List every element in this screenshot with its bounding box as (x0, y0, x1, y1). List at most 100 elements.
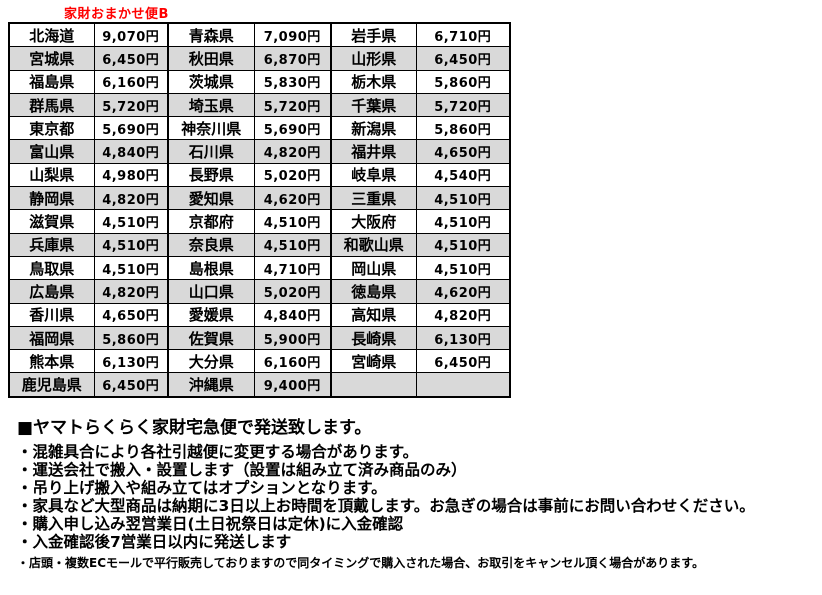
prefecture-cell: 鹿児島県 (8, 372, 95, 398)
table-row: 山梨県 4,980円 長野県 5,020円 岐阜県 4,540円 (8, 162, 511, 188)
prefecture-cell: 東京都 (8, 116, 95, 141)
price-cell: 6,450円 (415, 46, 511, 71)
prefecture-cell: 山形県 (330, 46, 417, 71)
table-row: 東京都 5,690円 神奈川県 5,690円 新潟県 5,860円 (8, 116, 511, 141)
price-cell: 9,070円 (93, 22, 169, 48)
shipping-fee-table: 北海道 9,070円 青森県 7,090円 岩手県 6,710円 宮城県 6,450円 秋田県 6… (8, 22, 511, 398)
table-row: 香川県 4,650円 愛媛県 4,840円 高知県 4,820円 (8, 302, 511, 327)
prefecture-cell: 静岡県 (8, 186, 95, 211)
prefecture-cell: 神奈川県 (167, 116, 255, 141)
price-cell: 5,860円 (93, 325, 169, 351)
prefecture-cell: 大阪府 (330, 209, 417, 234)
price-cell: 4,510円 (415, 255, 511, 281)
shipping-table-title: 家財おまかせ便B (64, 7, 169, 22)
price-cell: 5,860円 (415, 69, 511, 94)
price-cell: 6,450円 (93, 46, 169, 71)
price-cell: 4,510円 (93, 255, 169, 281)
prefecture-cell: 香川県 (8, 302, 95, 327)
price-cell: 6,450円 (93, 372, 169, 398)
prefecture-cell: 埼玉県 (167, 92, 255, 118)
shipping-notes-heading: ■ヤマトらくらく家財宅急便で発送致します。 (17, 418, 372, 438)
price-cell: 4,510円 (253, 209, 332, 234)
prefecture-cell: 島根県 (167, 255, 255, 281)
price-cell: 4,510円 (93, 209, 169, 234)
prefecture-cell: 沖縄県 (167, 372, 255, 398)
price-cell: 5,860円 (415, 116, 511, 141)
price-cell: 6,160円 (253, 349, 332, 374)
price-cell: 4,510円 (93, 232, 169, 257)
prefecture-cell: 愛媛県 (167, 302, 255, 327)
price-cell: 7,090円 (253, 22, 332, 48)
prefecture-cell: 鳥取県 (8, 255, 95, 281)
price-cell: 5,020円 (253, 279, 332, 304)
prefecture-cell: 熊本県 (8, 349, 95, 374)
prefecture-cell: 福島県 (8, 69, 95, 94)
prefecture-cell: 長崎県 (330, 325, 417, 351)
price-cell: 9,400円 (253, 372, 332, 398)
prefecture-cell: 広島県 (8, 279, 95, 304)
prefecture-cell: 岐阜県 (330, 162, 417, 188)
prefecture-cell: 岡山県 (330, 255, 417, 281)
price-cell: 5,720円 (415, 92, 511, 118)
prefecture-cell: 新潟県 (330, 116, 417, 141)
price-cell: 4,820円 (93, 186, 169, 211)
table-row: 熊本県 6,130円 大分県 6,160円 宮崎県 6,450円 (8, 349, 511, 374)
price-cell: 4,620円 (253, 186, 332, 211)
prefecture-cell: 兵庫県 (8, 232, 95, 257)
shipping-notes-list: ・混雑具合により各社引越便に変更する場合があります。 ・運送会社で搬入・設置します… (17, 443, 755, 551)
table-row: 鳥取県 4,510円 島根県 4,710円 岡山県 4,510円 (8, 255, 511, 281)
price-cell: 4,840円 (253, 302, 332, 327)
price-cell: 6,130円 (415, 325, 511, 351)
price-cell: 5,020円 (253, 162, 332, 188)
note-item: ・吊り上げ搬入や組み立てはオプションとなります。 (17, 479, 387, 497)
price-cell: 4,540円 (415, 162, 511, 188)
table-row: 滋賀県 4,510円 京都府 4,510円 大阪府 4,510円 (8, 209, 511, 234)
price-cell: 5,690円 (253, 116, 332, 141)
price-cell: 5,720円 (253, 92, 332, 118)
prefecture-cell: 京都府 (167, 209, 255, 234)
note-item: ・運送会社で搬入・設置します（設置は組み立て済み商品のみ） (17, 461, 467, 479)
price-cell: 6,870円 (253, 46, 332, 71)
prefecture-cell: 栃木県 (330, 69, 417, 94)
prefecture-cell: 奈良県 (167, 232, 255, 257)
price-cell: 4,510円 (415, 232, 511, 257)
price-cell: 4,980円 (93, 162, 169, 188)
price-cell: 4,510円 (415, 209, 511, 234)
shipping-fee-table-body: 北海道 9,070円 青森県 7,090円 岩手県 6,710円 宮城県 6,450円 秋田県 6… (8, 22, 511, 398)
price-cell: 5,690円 (93, 116, 169, 141)
price-cell: 4,650円 (415, 139, 511, 164)
prefecture-cell: 山梨県 (8, 162, 95, 188)
prefecture-cell: 茨城県 (167, 69, 255, 94)
price-cell: 4,820円 (415, 302, 511, 327)
table-row: 群馬県 5,720円 埼玉県 5,720円 千葉県 5,720円 (8, 92, 511, 118)
table-row: 北海道 9,070円 青森県 7,090円 岩手県 6,710円 (8, 22, 511, 48)
price-cell: 4,840円 (93, 139, 169, 164)
price-cell: 4,620円 (415, 279, 511, 304)
prefecture-cell: 滋賀県 (8, 209, 95, 234)
prefecture-cell: 北海道 (8, 22, 95, 48)
table-row: 広島県 4,820円 山口県 5,020円 徳島県 4,620円 (8, 279, 511, 304)
price-cell: 4,710円 (253, 255, 332, 281)
prefecture-cell: 三重県 (330, 186, 417, 211)
prefecture-cell: 千葉県 (330, 92, 417, 118)
price-cell (415, 372, 511, 398)
price-cell: 6,710円 (415, 22, 511, 48)
note-item: ・購入申し込み翌営業日(土日祝祭日は定休)に入金確認 (17, 515, 404, 533)
price-cell: 5,720円 (93, 92, 169, 118)
note-item: ・入金確認後7営業日以内に発送します (17, 533, 292, 551)
prefecture-cell: 青森県 (167, 22, 255, 48)
prefecture-cell: 山口県 (167, 279, 255, 304)
table-row: 福島県 6,160円 茨城県 5,830円 栃木県 5,860円 (8, 69, 511, 94)
price-cell: 4,820円 (93, 279, 169, 304)
note-item: ・家具など大型商品は納期に3日以上お時間を頂戴します。お急ぎの場合は事前にお問い… (17, 497, 755, 515)
price-cell: 6,130円 (93, 349, 169, 374)
prefecture-cell: 大分県 (167, 349, 255, 374)
price-cell: 4,510円 (253, 232, 332, 257)
prefecture-cell: 長野県 (167, 162, 255, 188)
price-cell: 5,900円 (253, 325, 332, 351)
prefecture-cell: 群馬県 (8, 92, 95, 118)
price-cell: 4,650円 (93, 302, 169, 327)
prefecture-cell: 石川県 (167, 139, 255, 164)
table-row: 富山県 4,840円 石川県 4,820円 福井県 4,650円 (8, 139, 511, 164)
